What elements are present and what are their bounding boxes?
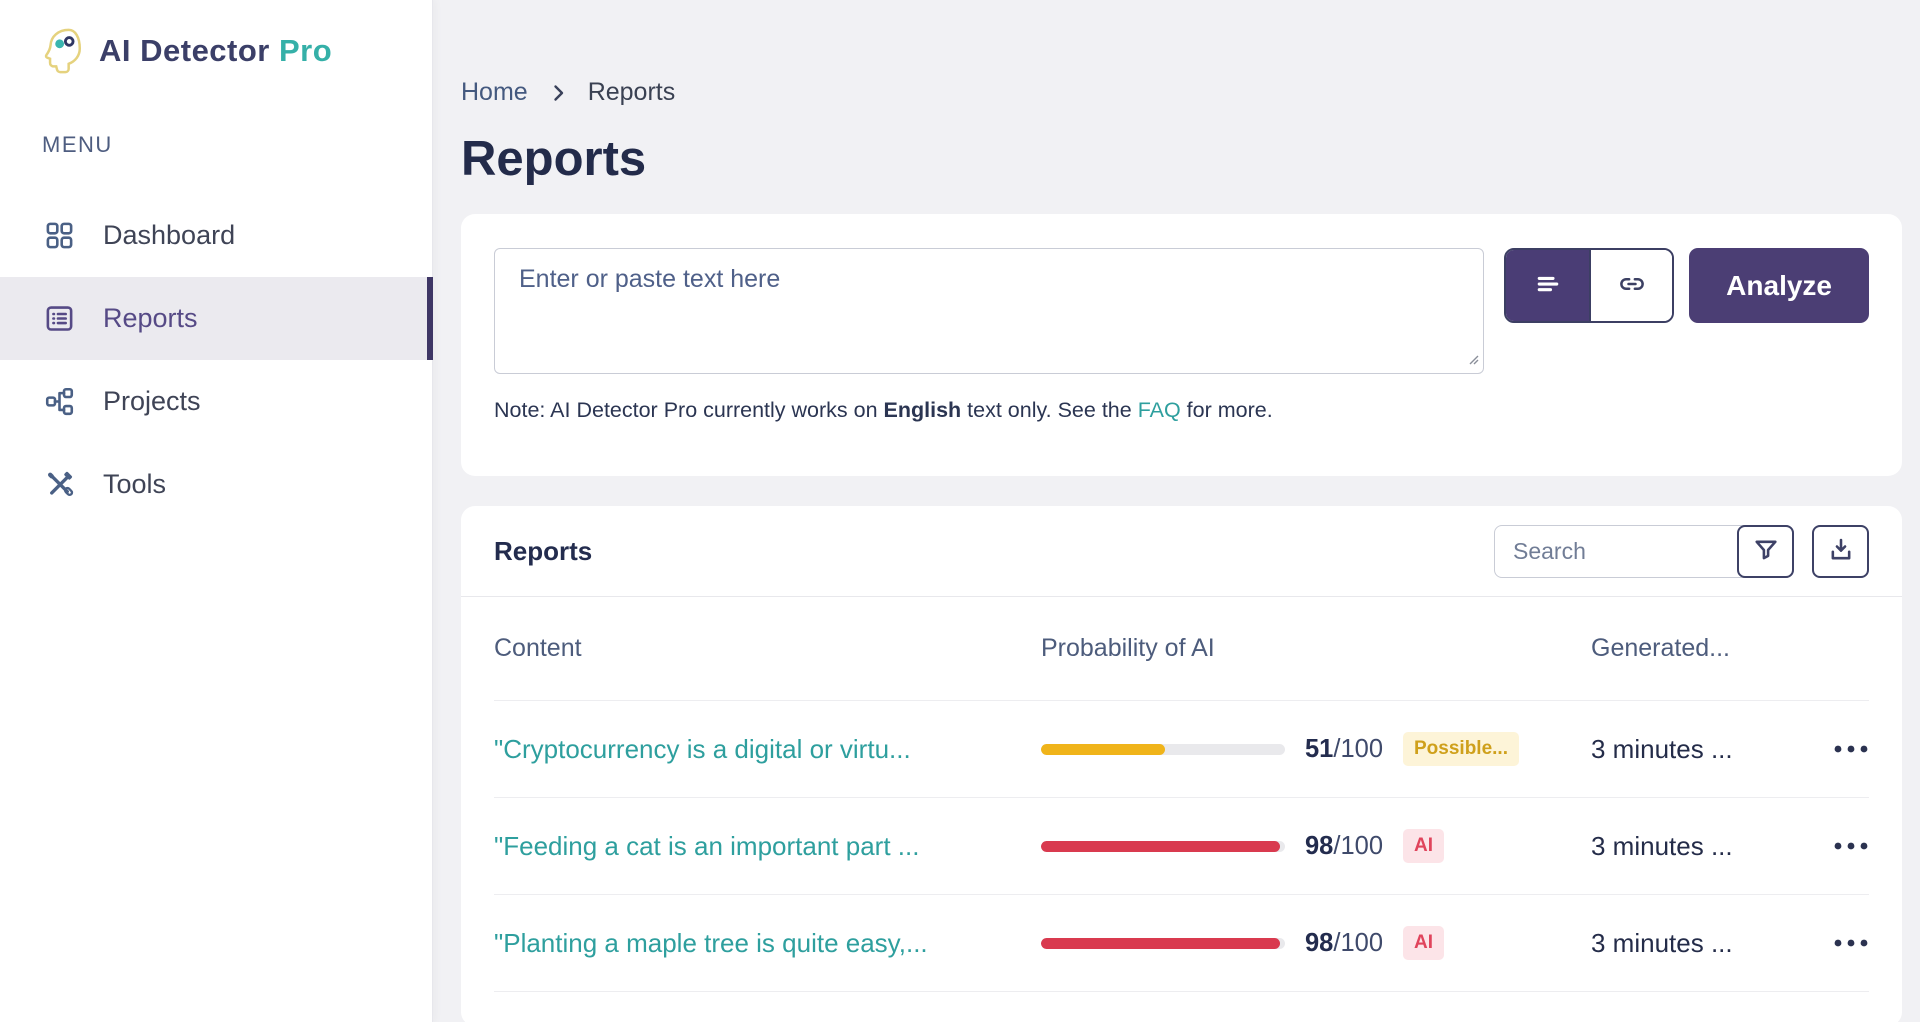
input-mode-toggle [1504,248,1675,323]
sidebar-item-tools[interactable]: Tools [0,443,432,526]
language-note: Note: AI Detector Pro currently works on… [494,398,1273,422]
probability-cell: 98/100 AI [1041,829,1591,863]
ellipsis-menu-icon [1833,839,1869,854]
sidebar-item-label: Dashboard [103,220,236,250]
reports-card: Reports Content Probability of AI Generate… [461,506,1902,1022]
link-icon [1617,269,1647,302]
row-actions-button[interactable] [1799,936,1869,951]
probability-cell: 98/100 AI [1041,926,1591,960]
link-mode-button[interactable] [1589,250,1673,321]
row-actions-button[interactable] [1799,742,1869,757]
probability-bar [1041,743,1285,755]
sidebar-item-label: Reports [103,303,198,333]
generated-time: 3 minutes ... [1591,927,1733,958]
report-content-link[interactable]: "Cryptocurrency is a digital or virtu... [494,733,911,764]
probability-score: 51/100 [1305,734,1384,763]
probability-score: 98/100 [1305,831,1384,860]
column-header-1: Content [494,634,582,662]
column-header-3: Generated... [1591,634,1730,662]
divider [494,991,1869,992]
classification-badge: Possible... [1403,732,1519,766]
sidebar-item-reports[interactable]: Reports [0,277,433,360]
text-lines-icon [1533,269,1563,302]
report-content-link[interactable]: "Planting a maple tree is quite easy,... [494,927,928,958]
table-row: "Planting a maple tree is quite easy,...… [494,894,1869,991]
text-input[interactable] [494,248,1484,374]
download-button[interactable] [1812,524,1869,578]
brain-head-icon [40,26,86,76]
table-header-row: Content Probability of AI Generated... [494,597,1869,700]
text-mode-button[interactable] [1506,250,1590,321]
column-header-2: Probability of AI [1041,634,1215,662]
sidebar-item-label: Tools [103,469,167,499]
classification-badge: AI [1403,829,1444,863]
page-title: Reports [461,132,647,186]
generated-time: 3 minutes ... [1591,733,1733,764]
sidebar-item-projects[interactable]: Projects [0,360,432,443]
ellipsis-menu-icon [1833,742,1869,757]
reports-section-title: Reports [494,535,593,566]
analyze-button[interactable]: Analyze [1689,248,1869,323]
tools-icon [44,469,75,500]
sidebar-item-dashboard[interactable]: Dashboard [0,194,432,277]
reports-table: Content Probability of AI Generated... "Cr… [461,597,1902,992]
probability-cell: 51/100 Possible... [1041,732,1591,766]
reports-list-icon [44,303,75,334]
sidebar-item-label: Projects [103,386,201,416]
report-content-link[interactable]: "Feeding a cat is an important part ... [494,830,920,861]
divider [461,596,1902,597]
breadcrumb-home-link[interactable]: Home [461,78,528,106]
sidebar-nav: Dashboard Reports Projects Tools [0,194,433,526]
table-row: "Feeding a cat is an important part ... … [494,797,1869,894]
dashboard-grid-icon [44,220,75,251]
ellipsis-menu-icon [1833,936,1869,951]
app-title: AI Detector Pro [99,33,333,68]
row-actions-button[interactable] [1799,839,1869,854]
analyzer-card: Analyze Note: AI Detector Pro currently … [461,214,1902,476]
projects-sitemap-icon [44,386,75,417]
filter-button[interactable] [1737,524,1794,578]
app-logo: AI Detector Pro [0,0,432,76]
probability-bar [1041,937,1285,949]
classification-badge: AI [1403,926,1444,960]
download-icon [1827,536,1855,567]
main-content: Home Reports Reports Analyze Note: AI De… [434,0,1920,1022]
chevron-right-icon [546,81,570,105]
filter-funnel-icon [1752,536,1780,567]
probability-bar [1041,840,1285,852]
probability-score: 98/100 [1305,928,1384,957]
faq-link[interactable]: FAQ [1137,398,1181,422]
menu-section-label: MENU [42,132,113,157]
sidebar: AI Detector Pro MENU Dashboard Reports P… [0,0,433,1022]
table-row: "Cryptocurrency is a digital or virtu...… [494,700,1869,797]
breadcrumb-current: Reports [587,78,676,106]
generated-time: 3 minutes ... [1591,830,1733,861]
breadcrumb: Home Reports [461,0,1902,107]
